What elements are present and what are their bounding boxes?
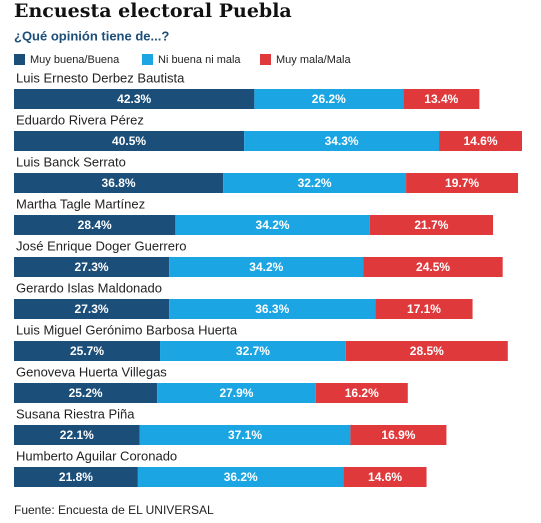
category-label: José Enrique Doger Guerrero bbox=[16, 238, 187, 253]
bar-segment bbox=[403, 89, 480, 109]
value-label: 32.7% bbox=[236, 344, 270, 358]
value-label: 37.1% bbox=[228, 428, 262, 442]
legend-swatch bbox=[142, 54, 153, 65]
bar-segment bbox=[363, 257, 503, 277]
bar-segment bbox=[223, 173, 407, 193]
bar-segment bbox=[315, 383, 408, 403]
bar-segment bbox=[369, 215, 494, 235]
value-label: 25.7% bbox=[70, 344, 104, 358]
category-label: Martha Tagle Martínez bbox=[16, 196, 145, 211]
bar-segment bbox=[14, 383, 158, 403]
bar-segment bbox=[14, 467, 138, 487]
value-label: 34.2% bbox=[249, 260, 283, 274]
bar-segment bbox=[14, 299, 170, 319]
value-label: 36.2% bbox=[224, 470, 258, 484]
category-label: Susana Riestra Piña bbox=[16, 406, 135, 421]
bar-segment bbox=[14, 215, 176, 235]
bar-segment bbox=[14, 425, 140, 445]
value-label: 42.3% bbox=[117, 92, 151, 106]
value-label: 14.6% bbox=[464, 134, 498, 148]
chart-title: Encuesta electoral Puebla bbox=[14, 0, 292, 22]
value-label: 27.9% bbox=[219, 386, 253, 400]
value-label: 25.2% bbox=[69, 386, 103, 400]
value-label: 32.2% bbox=[298, 176, 332, 190]
bar-segment bbox=[157, 383, 316, 403]
chart-subtitle: ¿Qué opinión tiene de...? bbox=[14, 28, 169, 43]
bar-segment bbox=[343, 467, 427, 487]
legend-label: Ni buena ni mala bbox=[158, 54, 241, 66]
value-label: 21.8% bbox=[59, 470, 93, 484]
category-label: Luis Banck Serrato bbox=[16, 154, 126, 169]
bar-segment bbox=[439, 131, 522, 151]
legend-label: Muy buena/Buena bbox=[30, 54, 120, 66]
bar-segment bbox=[14, 131, 245, 151]
value-label: 13.4% bbox=[424, 92, 458, 106]
category-label: Genoveva Huerta Villegas bbox=[16, 364, 167, 379]
value-label: 36.3% bbox=[255, 302, 289, 316]
category-label: Luis Miguel Gerónimo Barbosa Huerta bbox=[16, 322, 238, 337]
value-label: 34.2% bbox=[256, 218, 290, 232]
value-label: 27.3% bbox=[75, 302, 109, 316]
bar-segment bbox=[175, 215, 370, 235]
value-label: 36.8% bbox=[102, 176, 136, 190]
value-label: 19.7% bbox=[445, 176, 479, 190]
bar-segment bbox=[137, 467, 344, 487]
value-label: 17.1% bbox=[407, 302, 441, 316]
value-label: 21.7% bbox=[414, 218, 448, 232]
bar-segment bbox=[254, 89, 404, 109]
bar-segment bbox=[244, 131, 440, 151]
value-label: 34.3% bbox=[325, 134, 359, 148]
legend-swatch bbox=[14, 54, 25, 65]
bar-segment bbox=[169, 299, 376, 319]
bar-segment bbox=[160, 341, 346, 361]
value-label: 28.4% bbox=[78, 218, 112, 232]
bar-segment bbox=[169, 257, 364, 277]
category-label: Eduardo Rivera Pérez bbox=[16, 112, 144, 127]
value-label: 16.2% bbox=[345, 386, 379, 400]
bar-segment bbox=[14, 173, 224, 193]
source: Fuente: Encuesta de EL UNIVERSAL bbox=[14, 503, 214, 517]
bar-segment bbox=[139, 425, 351, 445]
bar-segment bbox=[375, 299, 473, 319]
value-label: 27.3% bbox=[75, 260, 109, 274]
legend-swatch bbox=[260, 54, 271, 65]
bar-segment bbox=[350, 425, 447, 445]
value-label: 40.5% bbox=[112, 134, 146, 148]
category-label: Luis Ernesto Derbez Bautista bbox=[16, 70, 185, 85]
bar-segment bbox=[406, 173, 519, 193]
value-label: 22.1% bbox=[60, 428, 94, 442]
bar-segment bbox=[345, 341, 508, 361]
value-label: 14.6% bbox=[368, 470, 402, 484]
bar-segment bbox=[14, 257, 170, 277]
category-label: Gerardo Islas Maldonado bbox=[16, 280, 162, 295]
value-label: 16.9% bbox=[381, 428, 415, 442]
value-label: 26.2% bbox=[312, 92, 346, 106]
value-label: 24.5% bbox=[416, 260, 450, 274]
bar-segment bbox=[14, 341, 161, 361]
value-label: 28.5% bbox=[410, 344, 444, 358]
bar-segment bbox=[14, 89, 255, 109]
category-label: Humberto Aguilar Coronado bbox=[16, 448, 177, 463]
legend-label: Muy mala/Mala bbox=[276, 54, 351, 66]
